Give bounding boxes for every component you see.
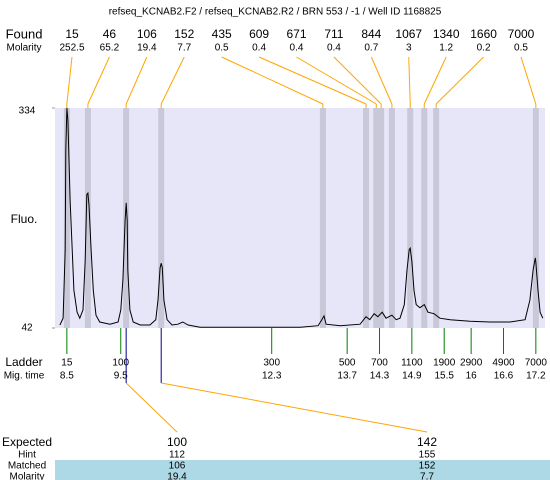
ladder-time: 14.9	[402, 371, 422, 382]
ladder-size: 15	[61, 358, 73, 369]
peak-band	[123, 108, 130, 328]
peak-band	[532, 108, 539, 328]
row-value: 19.4	[167, 472, 187, 480]
peak-band	[433, 108, 440, 328]
found-size: 844	[361, 27, 381, 41]
peak-band	[319, 108, 326, 328]
row-label: Molarity	[9, 472, 44, 480]
found-molarity: 3	[406, 43, 412, 54]
row-value: 112	[169, 450, 185, 461]
ladder-size: 700	[371, 358, 388, 369]
y-axis-label: Fluo.	[11, 212, 38, 226]
found-molarity: 7.7	[177, 43, 191, 54]
peak-band	[388, 108, 395, 328]
found-molarity: 0.4	[290, 43, 304, 54]
found-molarity: 0.4	[252, 43, 266, 54]
chart-title: refseq_KCNAB2.F2 / refseq_KCNAB2.R2 / BR…	[109, 7, 442, 18]
row-value: 155	[419, 450, 436, 461]
found-size: 1660	[470, 27, 497, 41]
trace	[59, 107, 544, 328]
found-molarity: 0.4	[327, 43, 341, 54]
ladder-time: 9.5	[114, 371, 128, 382]
peak-connector	[423, 56, 447, 105]
peak-band	[378, 108, 385, 328]
peak-connector	[370, 56, 393, 105]
peak-connector	[125, 56, 148, 105]
plot-area	[55, 108, 545, 328]
ladder-size: 4900	[492, 358, 515, 369]
ladder-size: 100	[112, 358, 129, 369]
peak-connector	[221, 56, 324, 105]
found-size: 7000	[508, 27, 535, 41]
expected-value: 100	[167, 435, 187, 449]
peak-connector	[333, 56, 382, 105]
peak-connector	[408, 56, 411, 105]
peak-connector	[66, 56, 73, 105]
found-label: Found	[6, 26, 43, 41]
found-molarity: 0.5	[514, 43, 528, 54]
found-molarity: 0.5	[215, 43, 229, 54]
y-tick-label: 42	[21, 323, 33, 334]
row-value: 152	[419, 461, 436, 472]
peak-connector	[160, 56, 185, 105]
found-molarity: 19.4	[137, 43, 157, 54]
ladder-label: Ladder	[5, 355, 42, 369]
peak-band	[84, 108, 91, 328]
y-tick-label: 334	[19, 106, 36, 117]
found-size: 15	[65, 27, 79, 41]
peak-connector	[520, 56, 537, 105]
found-size: 1067	[395, 27, 422, 41]
match-connector	[161, 382, 428, 433]
found-size: 711	[324, 27, 343, 41]
peak-band	[63, 108, 70, 328]
peak-band	[373, 108, 380, 328]
peak-connector	[87, 56, 110, 105]
ladder-size: 500	[339, 358, 356, 369]
row-value: 106	[169, 461, 186, 472]
match-connector	[125, 382, 178, 433]
found-size: 152	[174, 27, 194, 41]
found-size: 435	[212, 27, 232, 41]
row-value: 7.7	[420, 472, 434, 480]
found-molarity: 1.2	[439, 43, 453, 54]
peak-connector	[258, 56, 367, 105]
found-size: 106	[137, 27, 157, 41]
found-molarity: 65.2	[100, 43, 120, 54]
peak-band	[407, 108, 414, 328]
expected-label: Expected	[2, 435, 52, 449]
row-label: Hint	[18, 450, 36, 461]
molarity-label: Molarity	[6, 43, 41, 54]
found-molarity: 252.5	[59, 43, 84, 54]
found-molarity: 0.2	[477, 43, 491, 54]
ladder-size: 300	[263, 358, 280, 369]
peak-band	[421, 108, 428, 328]
peak-band	[158, 108, 165, 328]
ladder-time: 17.2	[526, 371, 546, 382]
ladder-size: 1100	[401, 358, 423, 369]
found-size: 1340	[433, 27, 460, 41]
peak-connector	[296, 56, 377, 105]
ladder-size: 7000	[525, 358, 548, 369]
ladder-time: 12.3	[262, 371, 282, 382]
matched-band	[55, 460, 550, 480]
ladder-time: 13.7	[337, 371, 357, 382]
found-size: 46	[103, 27, 117, 41]
ladder-time: 8.5	[60, 371, 74, 382]
peak-connector	[435, 56, 484, 105]
ladder-size: 1900	[433, 358, 456, 369]
mig-time-label: Mig. time	[4, 371, 45, 382]
expected-value: 142	[417, 435, 437, 449]
peak-band	[363, 108, 370, 328]
ladder-time: 14.3	[370, 371, 390, 382]
found-molarity: 0.7	[364, 43, 378, 54]
found-size: 671	[286, 27, 306, 41]
ladder-size: 2900	[460, 358, 483, 369]
row-label: Matched	[8, 461, 46, 472]
ladder-time: 16.6	[494, 371, 514, 382]
ladder-time: 15.5	[434, 371, 454, 382]
ladder-time: 16	[466, 371, 478, 382]
found-size: 609	[249, 27, 269, 41]
